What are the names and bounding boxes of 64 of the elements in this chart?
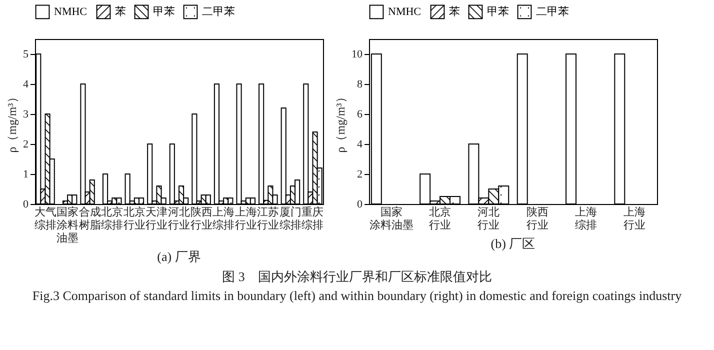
x-tick-label: 江苏行业 bbox=[257, 206, 280, 232]
bar bbox=[89, 180, 95, 204]
x-tick-label: 厦门综排 bbox=[279, 206, 302, 232]
text: (b) 厂区 bbox=[490, 236, 536, 251]
bar bbox=[138, 198, 144, 204]
bar bbox=[370, 54, 382, 204]
bar bbox=[614, 54, 626, 204]
y-tick-label: 0 bbox=[23, 198, 29, 210]
bar bbox=[169, 144, 175, 204]
x-tick-label: 北京行业 bbox=[429, 206, 452, 232]
bar bbox=[280, 108, 286, 204]
y-tick-label: 10 bbox=[352, 48, 363, 60]
x-tick-label: 天津行业 bbox=[146, 206, 168, 232]
x-tick-label: 国家涂料油墨 bbox=[369, 206, 414, 232]
y-tick-label: 1 bbox=[23, 168, 28, 180]
legend-label: 甲苯 bbox=[153, 4, 175, 18]
caption: Fig.3 Comparison of standard limits in boundary (left) and within boundary (right) in domestic and foreign coatings industry bbox=[31, 288, 683, 304]
bar bbox=[192, 114, 198, 204]
x-tick-label: 北京综排 bbox=[101, 206, 124, 232]
x-tick-label: 北京行业 bbox=[123, 206, 146, 232]
legend-label: 二甲苯 bbox=[202, 4, 235, 18]
x-tick-label: 上海综排 bbox=[574, 206, 597, 232]
y-tick-label: 3 bbox=[23, 108, 29, 120]
legend-label: 苯 bbox=[115, 4, 126, 18]
x-tick-label: 河北行业 bbox=[168, 206, 190, 232]
x-tick-label: 上海行业 bbox=[624, 206, 646, 232]
y-tick-label: 0 bbox=[357, 198, 363, 210]
x-tick-label: 上海行业 bbox=[234, 206, 257, 232]
bar bbox=[102, 174, 108, 204]
y-tick-label: 4 bbox=[23, 78, 29, 90]
bar bbox=[303, 84, 309, 204]
x-tick-label: 大气综排 bbox=[34, 206, 56, 232]
legend-label: 苯 bbox=[449, 4, 460, 18]
bar bbox=[214, 84, 220, 204]
legend-label: NMHC bbox=[54, 6, 88, 18]
bar bbox=[124, 174, 130, 204]
x-tick-label: 上海综排 bbox=[212, 206, 235, 232]
y-tick-label: 8 bbox=[357, 78, 363, 90]
bar bbox=[250, 198, 256, 204]
text: (a) 厂界 bbox=[157, 249, 201, 264]
x-tick-label: 重庆综排 bbox=[302, 206, 324, 232]
bar bbox=[516, 54, 528, 204]
bar bbox=[258, 84, 264, 204]
y-tick-label: 6 bbox=[357, 108, 363, 120]
bar bbox=[147, 144, 153, 204]
y-tick-label: 4 bbox=[357, 138, 363, 150]
bar bbox=[236, 84, 242, 204]
x-tick-label: 合成树脂 bbox=[78, 206, 101, 232]
y-tick-label: 2 bbox=[357, 168, 362, 180]
bar bbox=[205, 194, 211, 204]
x-tick-label: 陕西行业 bbox=[526, 206, 548, 232]
legend-label: NMHC bbox=[388, 6, 422, 18]
bar bbox=[566, 54, 576, 204]
x-tick-label: 陕西行业 bbox=[190, 206, 212, 232]
y-tick-label: 2 bbox=[23, 138, 28, 150]
legend-label: 甲苯 bbox=[487, 4, 509, 18]
y-axis-title: ρ（mg/m³） bbox=[334, 91, 348, 153]
caption: 图 3 国内外涂料行业厂界和厂区标准限值对比 bbox=[221, 268, 493, 286]
bar bbox=[80, 84, 86, 204]
y-tick-label: 5 bbox=[23, 48, 29, 60]
x-tick-label: 河北行业 bbox=[478, 206, 500, 232]
x-tick-label: 国家涂料油墨 bbox=[56, 206, 79, 244]
y-axis-title: ρ（mg/m³） bbox=[5, 91, 19, 153]
legend-label: 二甲苯 bbox=[536, 4, 569, 18]
